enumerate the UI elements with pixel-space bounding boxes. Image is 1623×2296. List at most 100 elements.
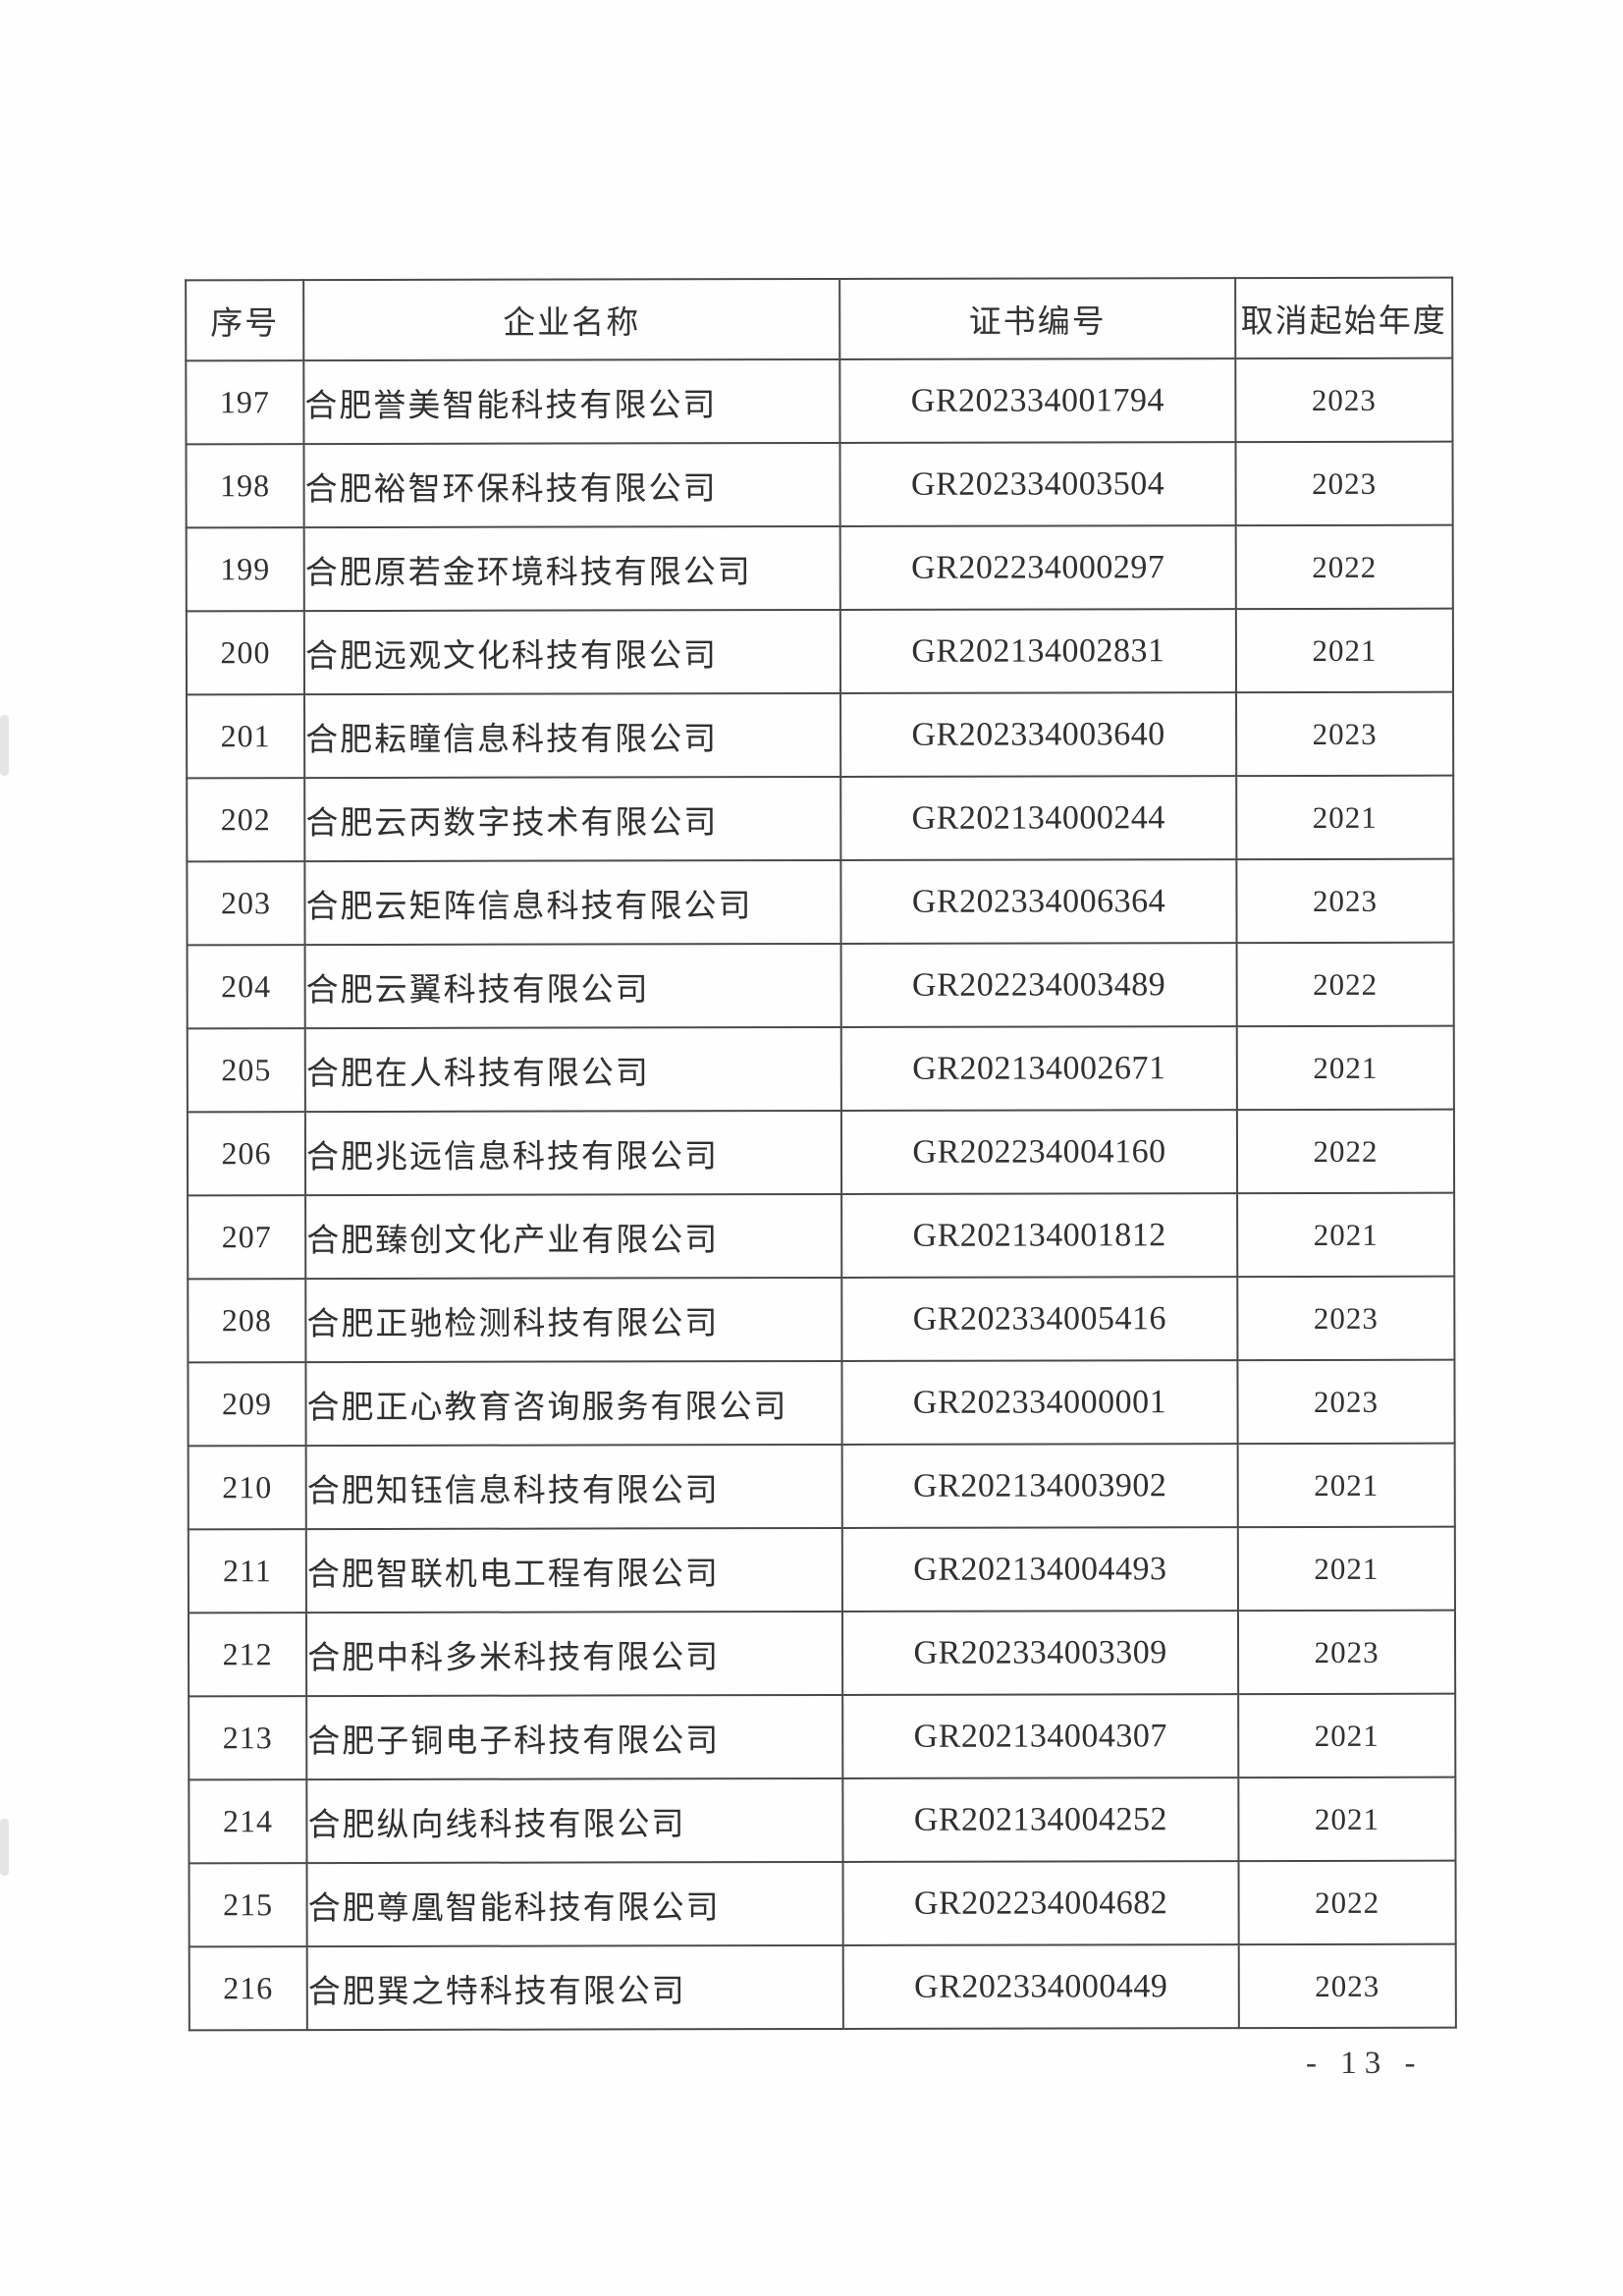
row-company-name: 合肥臻创文化产业有限公司 [305,1193,842,1280]
header-certificate-number: 证书编号 [839,278,1236,359]
row-serial-number: 207 [188,1195,306,1280]
row-cancellation-year: 2022 [1236,1109,1455,1194]
row-cancellation-year: 2021 [1237,1192,1455,1278]
table-row: 199 合肥原若金环境科技有限公司 GR202234000297 2022 [186,524,1453,612]
row-serial-number: 201 [187,694,305,779]
table-row: 215 合肥尊凰智能科技有限公司 GR202234004682 2022 [189,1860,1456,1947]
row-certificate-number: GR202334003640 [840,692,1237,777]
row-cancellation-year: 2023 [1237,1359,1455,1445]
table-row: 202 合肥云丙数字技术有限公司 GR202134000244 2021 [187,775,1454,862]
row-cancellation-year: 2023 [1236,691,1454,777]
row-cancellation-year: 2021 [1237,1526,1455,1612]
row-certificate-number: GR202134004307 [842,1694,1239,1778]
row-serial-number: 216 [189,1946,307,2031]
row-serial-number: 204 [187,945,305,1029]
row-cancellation-year: 2023 [1235,441,1453,526]
row-serial-number: 202 [187,778,305,862]
row-cancellation-year: 2023 [1238,1943,1456,2029]
row-serial-number: 206 [187,1112,306,1196]
row-cancellation-year: 2021 [1238,1777,1456,1862]
row-certificate-number: GR202134001812 [841,1193,1238,1278]
row-cancellation-year: 2021 [1236,775,1454,860]
row-cancellation-year: 2023 [1237,1610,1456,1695]
table-row: 205 合肥在人科技有限公司 GR202134002671 2021 [187,1025,1454,1113]
row-company-name: 合肥裕智环保科技有限公司 [303,442,840,528]
table-row: 204 合肥云翼科技有限公司 GR202234003489 2022 [187,942,1454,1029]
row-certificate-number: GR202234003489 [840,943,1237,1027]
row-company-name: 合肥原若金环境科技有限公司 [303,525,840,612]
table-row: 214 合肥纵向线科技有限公司 GR202134004252 2021 [189,1777,1456,1864]
table-row: 213 合肥子铜电子科技有限公司 GR202134004307 2021 [189,1693,1456,1780]
row-certificate-number: GR202134003902 [841,1444,1238,1528]
row-certificate-number: GR202334003309 [841,1611,1239,1695]
row-company-name: 合肥耘瞳信息科技有限公司 [304,692,841,779]
row-certificate-number: GR202134004252 [842,1777,1239,1862]
header-company-name: 企业名称 [303,278,840,361]
page-number: - 13 - [1306,2046,1424,2081]
row-company-name: 合肥纵向线科技有限公司 [306,1777,843,1864]
row-serial-number: 209 [188,1362,306,1447]
header-serial-number: 序号 [186,280,304,361]
row-serial-number: 200 [186,611,305,695]
row-certificate-number: GR202234004160 [840,1110,1238,1194]
row-serial-number: 203 [187,861,305,946]
row-cancellation-year: 2022 [1238,1860,1456,1945]
row-serial-number: 215 [189,1863,307,1947]
row-certificate-number: GR202234000297 [839,525,1236,610]
row-cancellation-year: 2023 [1235,357,1453,443]
row-company-name: 合肥兆远信息科技有限公司 [304,1110,842,1196]
row-serial-number: 197 [186,360,304,445]
row-certificate-number: GR202334003504 [839,442,1236,526]
row-serial-number: 213 [189,1696,307,1780]
row-company-name: 合肥智联机电工程有限公司 [305,1527,842,1613]
row-cancellation-year: 2023 [1237,1276,1455,1361]
row-serial-number: 212 [188,1613,307,1697]
row-cancellation-year: 2021 [1237,1443,1455,1528]
row-company-name: 合肥云翼科技有限公司 [304,943,841,1029]
row-certificate-number: GR202134004493 [841,1527,1238,1612]
row-serial-number: 199 [186,527,304,612]
table-row: 203 合肥云矩阵信息科技有限公司 GR202334006364 2023 [187,858,1454,946]
row-certificate-number: GR202134002831 [839,609,1237,693]
row-serial-number: 210 [188,1446,306,1530]
row-company-name: 合肥正驰检测科技有限公司 [305,1277,842,1363]
table-row: 201 合肥耘瞳信息科技有限公司 GR202334003640 2023 [187,691,1454,779]
row-company-name: 合肥在人科技有限公司 [304,1026,841,1113]
row-cancellation-year: 2021 [1236,1025,1454,1111]
row-certificate-number: GR202334006364 [840,859,1237,944]
row-company-name: 合肥知钰信息科技有限公司 [305,1444,842,1530]
row-company-name: 合肥中科多米科技有限公司 [305,1611,843,1697]
table-row: 211 合肥智联机电工程有限公司 GR202134004493 2021 [188,1526,1455,1613]
scan-artifact [0,715,9,776]
row-company-name: 合肥远观文化科技有限公司 [303,609,841,695]
row-certificate-number: GR202334001794 [839,358,1236,443]
table-row: 216 合肥巽之特科技有限公司 GR202334000449 2023 [189,1943,1456,2031]
row-company-name: 合肥誉美智能科技有限公司 [303,358,840,445]
table-row: 212 合肥中科多米科技有限公司 GR202334003309 2023 [188,1610,1456,1697]
row-cancellation-year: 2022 [1236,942,1454,1027]
row-serial-number: 211 [188,1529,306,1613]
header-cancellation-start-year: 取消起始年度 [1235,277,1453,359]
row-serial-number: 208 [188,1279,306,1363]
row-cancellation-year: 2022 [1235,524,1453,610]
row-company-name: 合肥子铜电子科技有限公司 [306,1694,843,1780]
table-row: 197 合肥誉美智能科技有限公司 GR202334001794 2023 [186,357,1453,445]
row-cancellation-year: 2021 [1235,608,1454,693]
row-serial-number: 214 [189,1779,307,1864]
table-row: 200 合肥远观文化科技有限公司 GR202134002831 2021 [186,608,1454,695]
certificate-cancellation-table: 序号 企业名称 证书编号 取消起始年度 197 合肥誉美智能科技有限公司 GR2… [185,277,1457,2032]
table-row: 198 合肥裕智环保科技有限公司 GR202334003504 2023 [186,441,1453,528]
row-company-name: 合肥正心教育咨询服务有限公司 [305,1360,842,1447]
row-company-name: 合肥云丙数字技术有限公司 [304,776,841,862]
row-cancellation-year: 2023 [1236,858,1454,944]
table-row: 206 合肥兆远信息科技有限公司 GR202234004160 2022 [187,1109,1455,1196]
row-company-name: 合肥尊凰智能科技有限公司 [306,1861,843,1947]
row-certificate-number: GR202334000001 [841,1360,1238,1445]
table-row: 208 合肥正驰检测科技有限公司 GR202334005416 2023 [188,1276,1455,1363]
table-row: 209 合肥正心教育咨询服务有限公司 GR202334000001 2023 [188,1359,1455,1447]
row-certificate-number: GR202234004682 [842,1861,1239,1945]
row-company-name: 合肥云矩阵信息科技有限公司 [304,859,841,946]
table-header-row: 序号 企业名称 证书编号 取消起始年度 [186,277,1453,361]
row-certificate-number: GR202134002671 [840,1026,1237,1111]
